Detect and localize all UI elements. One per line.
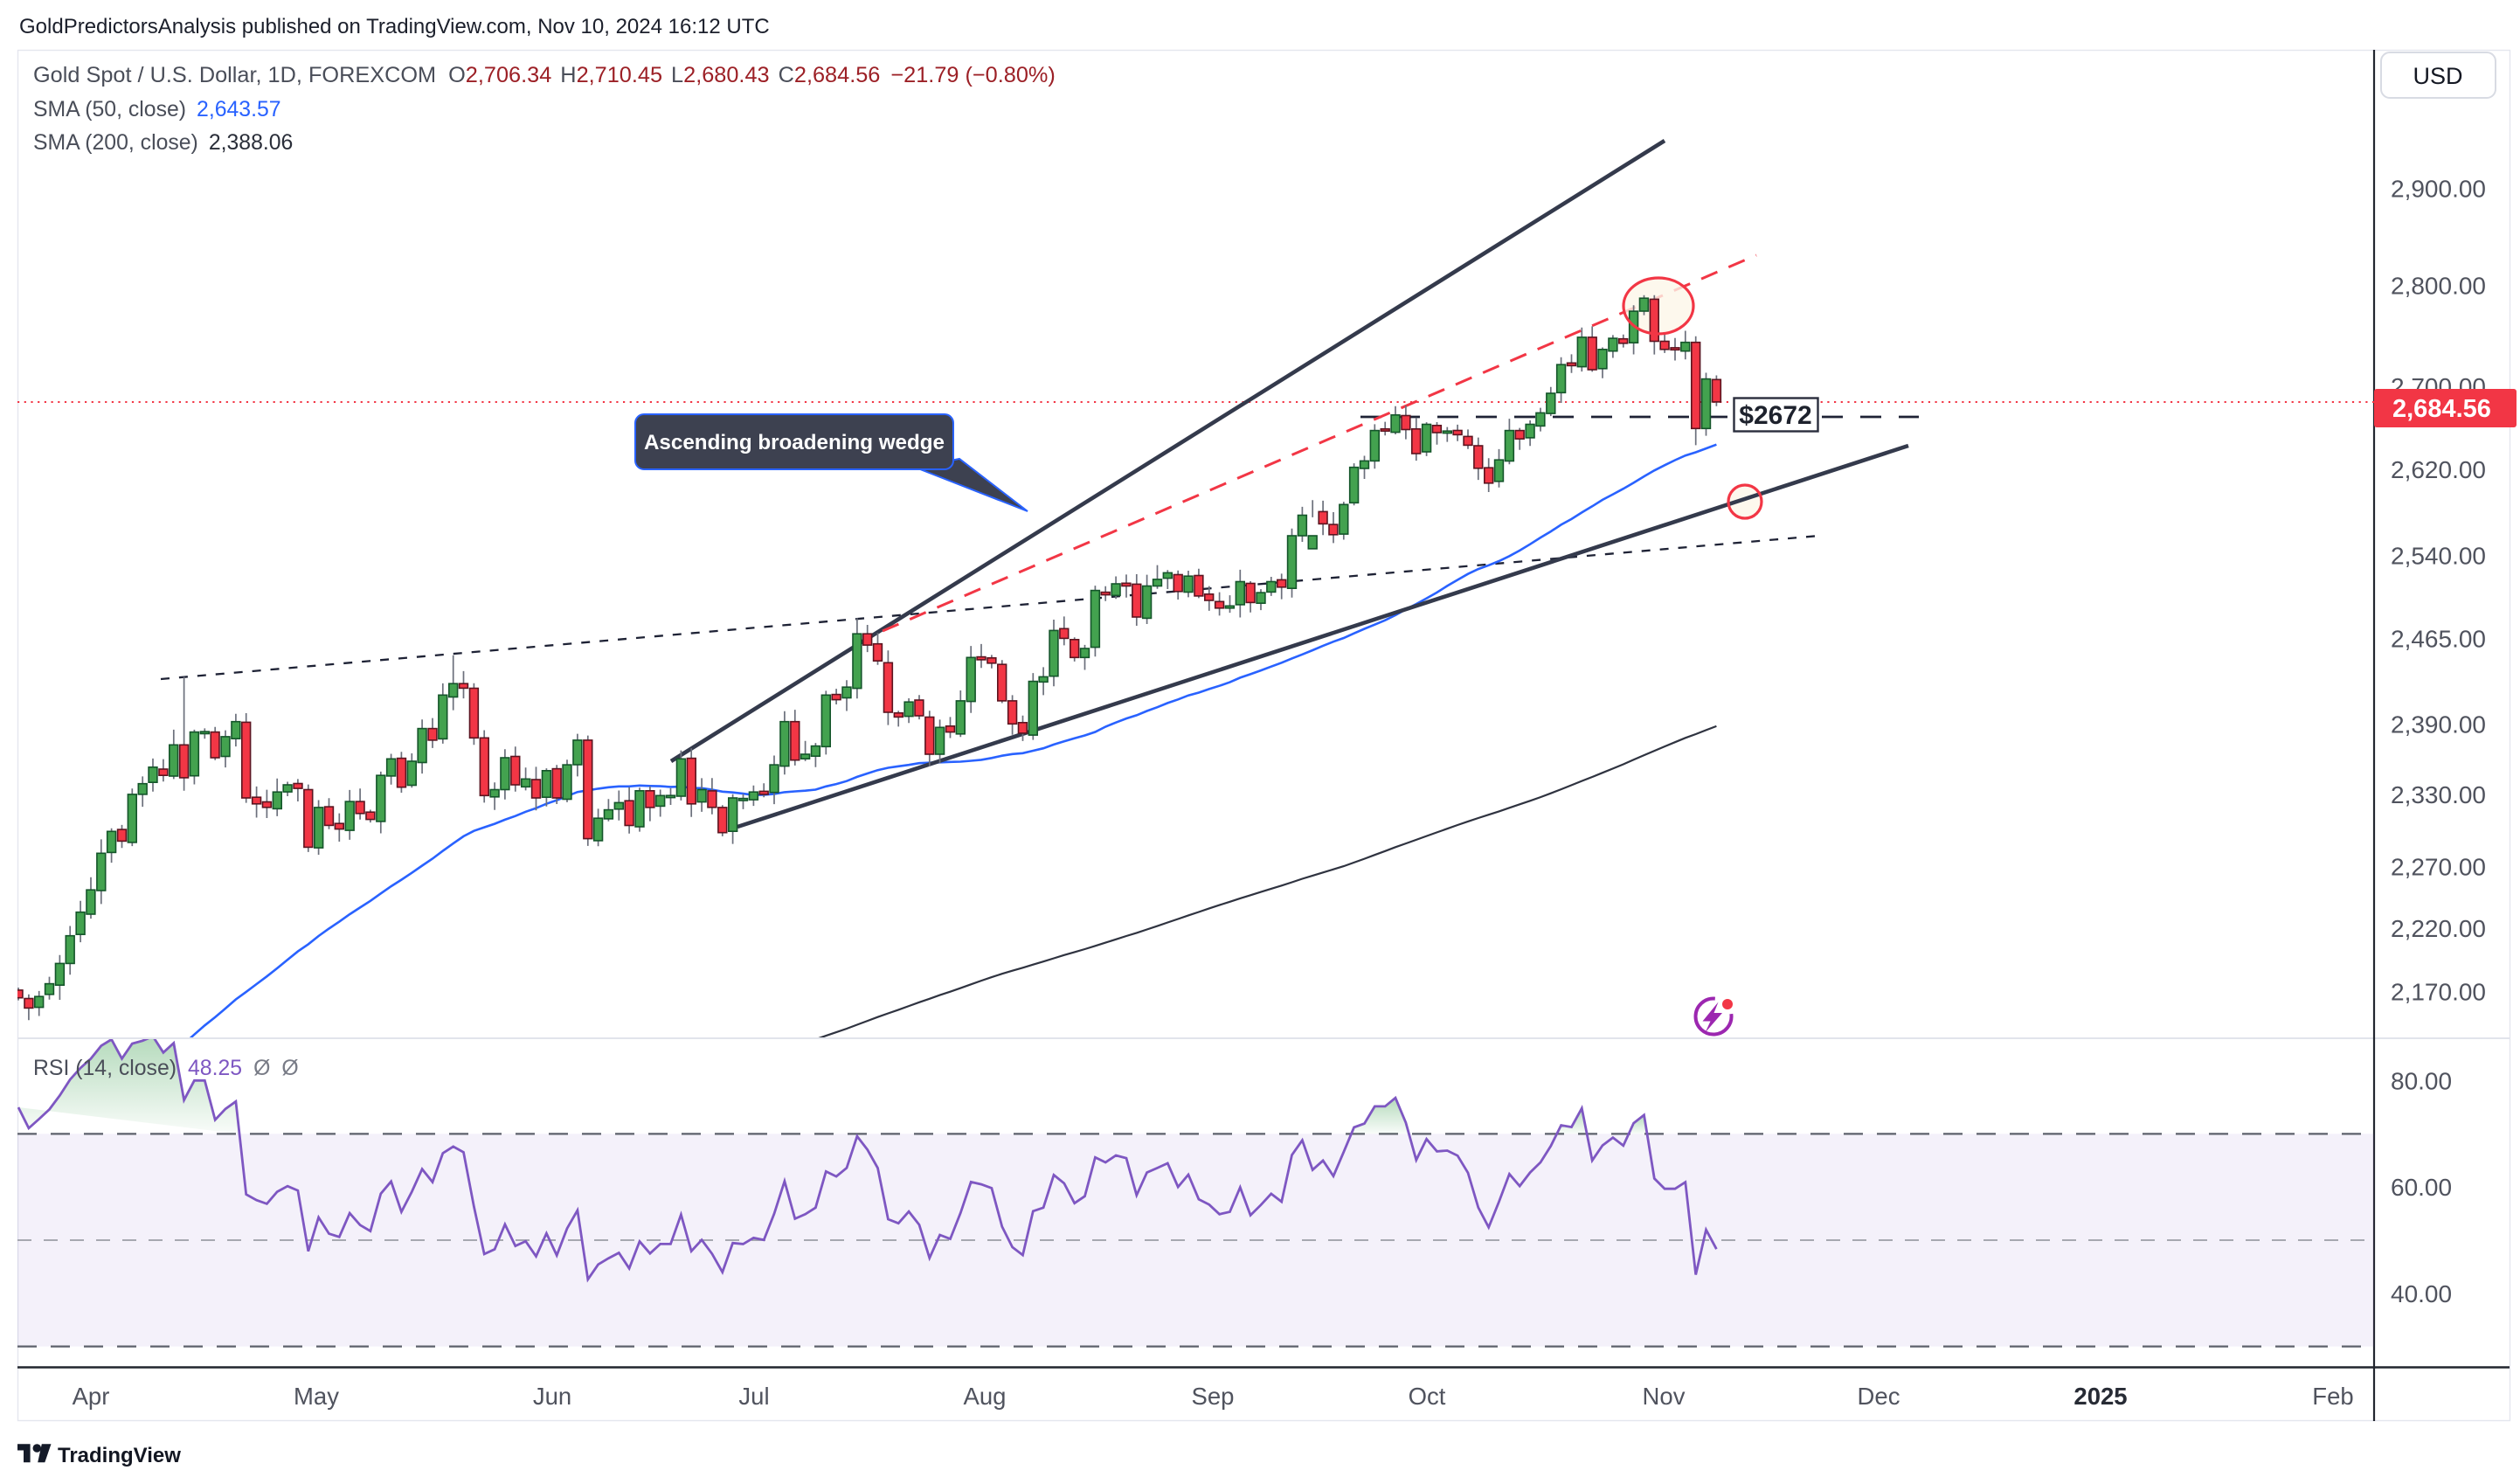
svg-text:Apr: Apr: [73, 1383, 110, 1410]
svg-text:$2672: $2672: [1739, 401, 1811, 430]
svg-text:Oct: Oct: [1409, 1383, 1446, 1410]
svg-text:2,465.00: 2,465.00: [2391, 625, 2486, 652]
svg-text:Nov: Nov: [1643, 1383, 1686, 1410]
svg-text:2025: 2025: [2073, 1383, 2127, 1410]
svg-text:2,390.00: 2,390.00: [2391, 711, 2486, 738]
svg-text:SMA (50, close)2,643.57: SMA (50, close) 2,643.57: [33, 98, 281, 121]
svg-text:Gold Spot / U.S. Dollar, 1D, F: Gold Spot / U.S. Dollar, 1D, FOREXCOM O2,…: [33, 63, 1056, 87]
svg-text:Jul: Jul: [738, 1383, 769, 1410]
svg-text:GoldPredictorsAnalysis publish: GoldPredictorsAnalysis published on Trad…: [19, 15, 770, 38]
svg-text:Feb: Feb: [2312, 1383, 2353, 1410]
svg-text:2,220.00: 2,220.00: [2391, 915, 2486, 942]
svg-text:80.00: 80.00: [2391, 1068, 2452, 1095]
svg-text:TradingView: TradingView: [58, 1444, 181, 1467]
svg-text:Ascending broadening wedge: Ascending broadening wedge: [644, 431, 945, 454]
svg-text:2,800.00: 2,800.00: [2391, 273, 2486, 300]
svg-text:2,540.00: 2,540.00: [2391, 542, 2486, 569]
svg-text:May: May: [294, 1383, 339, 1410]
svg-text:2,270.00: 2,270.00: [2391, 854, 2486, 881]
svg-text:40.00: 40.00: [2391, 1280, 2452, 1307]
svg-text:2,170.00: 2,170.00: [2391, 978, 2486, 1005]
svg-text:USD: USD: [2413, 63, 2462, 89]
svg-text:2,620.00: 2,620.00: [2391, 456, 2486, 483]
svg-text:2,900.00: 2,900.00: [2391, 175, 2486, 202]
svg-text:60.00: 60.00: [2391, 1174, 2452, 1201]
svg-text:Sep: Sep: [1192, 1383, 1235, 1410]
svg-text:SMA (200, close)2,388.06: SMA (200, close) 2,388.06: [33, 131, 293, 155]
svg-text:Aug: Aug: [964, 1383, 1007, 1410]
svg-text:Dec: Dec: [1858, 1383, 1900, 1410]
svg-text:2,684.56: 2,684.56: [2392, 395, 2491, 423]
svg-text:Jun: Jun: [533, 1383, 571, 1410]
svg-text:2,330.00: 2,330.00: [2391, 781, 2486, 808]
